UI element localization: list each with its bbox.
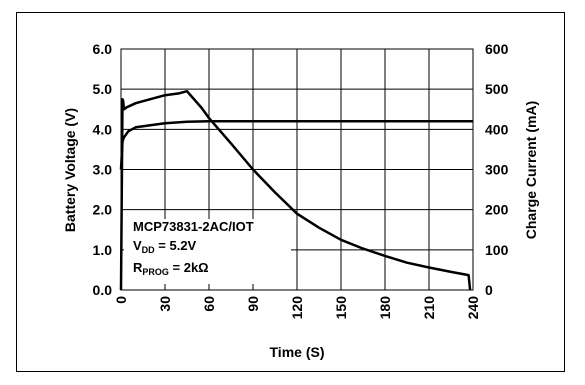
x-tick-labels: 0 30 60 90 120 150 180 210 240 bbox=[113, 296, 481, 320]
annotation-line-1: MCP73831-2AC/IOT bbox=[133, 219, 254, 234]
y-tick-label: 1.0 bbox=[93, 242, 113, 258]
annotation-box bbox=[124, 219, 291, 284]
x-tick-label: 210 bbox=[421, 296, 437, 320]
x-tick-label: 60 bbox=[201, 296, 217, 312]
y-tick-label: 6.0 bbox=[93, 41, 113, 57]
charge-current-line bbox=[119, 89, 472, 291]
y2-tick-label: 200 bbox=[485, 202, 509, 218]
y-tick-label: 4.0 bbox=[93, 121, 113, 137]
y-axis-label: Battery Voltage (V) bbox=[62, 108, 78, 232]
x-tick-label: 90 bbox=[245, 296, 261, 312]
x-tick-label: 240 bbox=[465, 296, 481, 320]
chart-frame bbox=[16, 12, 565, 372]
x-tick-label: 120 bbox=[289, 296, 305, 320]
y2-tick-label: 300 bbox=[485, 162, 509, 178]
battery-voltage-line bbox=[119, 120, 473, 170]
x-tick-label: 0 bbox=[113, 296, 129, 304]
y-tick-labels: 0.0 1.0 2.0 3.0 4.0 5.0 6.0 bbox=[93, 41, 113, 298]
y2-tick-label: 600 bbox=[485, 41, 509, 57]
x-axis-label: Time (S) bbox=[270, 344, 325, 360]
x-tick-label: 180 bbox=[377, 296, 393, 320]
y-tick-label: 0.0 bbox=[93, 282, 113, 298]
annotation-line-3: RPROG = 2kΩ bbox=[133, 260, 209, 277]
y-tick-label: 2.0 bbox=[93, 202, 113, 218]
x-tick-label: 30 bbox=[157, 296, 173, 312]
y-tick-label: 5.0 bbox=[93, 81, 113, 97]
y2-tick-labels: 0 100 200 300 400 500 600 bbox=[485, 41, 509, 298]
y2-tick-label: 400 bbox=[485, 121, 509, 137]
y2-axis-label: Charge Current (mA) bbox=[523, 101, 539, 239]
series-lines bbox=[119, 89, 473, 291]
y2-tick-label: 0 bbox=[485, 282, 493, 298]
y2-tick-label: 500 bbox=[485, 81, 509, 97]
annotation-line-2: VDD = 5.2V bbox=[133, 238, 197, 255]
y2-tick-label: 100 bbox=[485, 242, 509, 258]
x-tick-label: 150 bbox=[333, 296, 349, 320]
y-tick-label: 3.0 bbox=[93, 162, 113, 178]
